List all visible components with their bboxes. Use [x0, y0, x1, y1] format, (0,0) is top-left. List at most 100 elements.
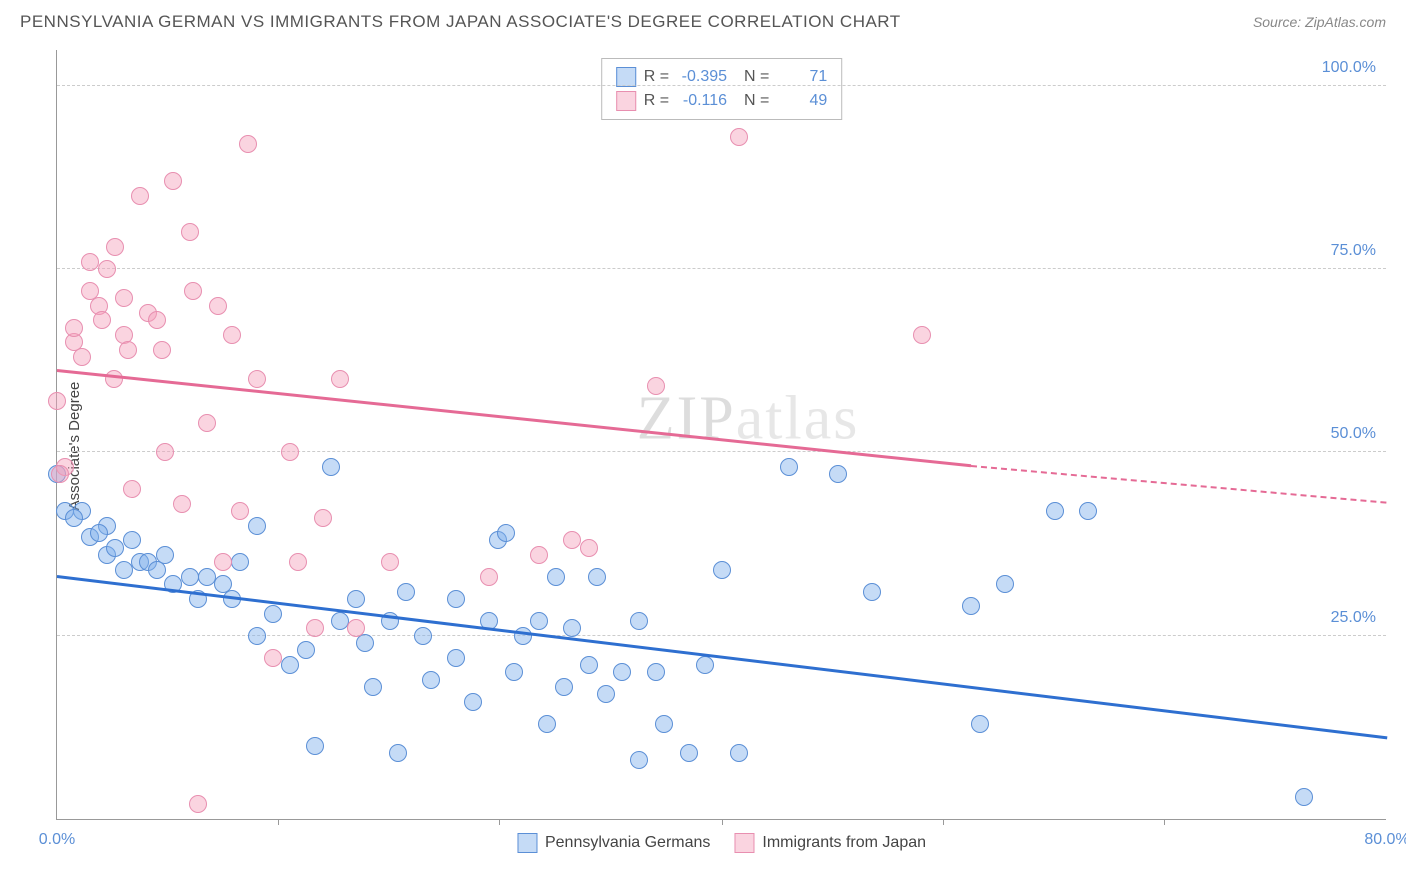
legend-item: Pennsylvania Germans [517, 833, 710, 853]
data-point [322, 458, 340, 476]
data-point [209, 297, 227, 315]
data-point [397, 583, 415, 601]
data-point [647, 377, 665, 395]
data-point [115, 561, 133, 579]
data-point [156, 443, 174, 461]
data-point [422, 671, 440, 689]
data-point [184, 282, 202, 300]
grid-line [57, 85, 1386, 86]
legend-swatch [517, 833, 537, 853]
data-point [51, 465, 69, 483]
source-label: Source: ZipAtlas.com [1253, 14, 1386, 30]
data-point [414, 627, 432, 645]
x-tick-label: 0.0% [39, 831, 75, 849]
data-point [730, 744, 748, 762]
data-point [971, 715, 989, 733]
data-point [389, 744, 407, 762]
data-point [613, 663, 631, 681]
data-point [447, 590, 465, 608]
data-point [647, 663, 665, 681]
data-point [514, 627, 532, 645]
y-tick-label: 100.0% [1322, 59, 1376, 77]
data-point [563, 531, 581, 549]
data-point [119, 341, 137, 359]
data-point [597, 685, 615, 703]
data-point [306, 737, 324, 755]
x-tick-mark [722, 819, 723, 825]
data-point [347, 619, 365, 637]
data-point [780, 458, 798, 476]
data-point [173, 495, 191, 513]
x-tick-mark [1164, 819, 1165, 825]
series-legend: Pennsylvania Germans Immigrants from Japa… [517, 833, 926, 853]
data-point [98, 260, 116, 278]
data-point [555, 678, 573, 696]
data-point [331, 612, 349, 630]
data-point [1046, 502, 1064, 520]
x-tick-mark [278, 819, 279, 825]
data-point [281, 656, 299, 674]
data-point [497, 524, 515, 542]
data-point [655, 715, 673, 733]
data-point [264, 649, 282, 667]
data-point [530, 612, 548, 630]
data-point [505, 663, 523, 681]
y-tick-label: 50.0% [1331, 425, 1376, 443]
data-point [90, 524, 108, 542]
legend-item: Immigrants from Japan [734, 833, 926, 853]
data-point [306, 619, 324, 637]
data-point [913, 326, 931, 344]
watermark: ZIPatlas [637, 384, 860, 455]
data-point [962, 597, 980, 615]
data-point [248, 517, 266, 535]
stats-legend: R = -0.395 N = 71R = -0.116 N = 49 [601, 58, 843, 120]
data-point [231, 502, 249, 520]
data-point [289, 553, 307, 571]
x-tick-mark [943, 819, 944, 825]
data-point [314, 509, 332, 527]
data-point [464, 693, 482, 711]
chart-title: PENNSYLVANIA GERMAN VS IMMIGRANTS FROM J… [20, 12, 901, 32]
data-point [189, 795, 207, 813]
data-point [65, 509, 83, 527]
data-point [93, 311, 111, 329]
data-point [331, 370, 349, 388]
legend-swatch [734, 833, 754, 853]
y-tick-label: 75.0% [1331, 242, 1376, 260]
data-point [164, 172, 182, 190]
data-point [447, 649, 465, 667]
data-point [829, 465, 847, 483]
data-point [381, 553, 399, 571]
data-point [223, 326, 241, 344]
data-point [181, 223, 199, 241]
data-point [115, 289, 133, 307]
data-point [730, 128, 748, 146]
data-point [156, 546, 174, 564]
data-point [106, 238, 124, 256]
data-point [696, 656, 714, 674]
data-point [153, 341, 171, 359]
data-point [347, 590, 365, 608]
x-tick-mark [499, 819, 500, 825]
data-point [198, 568, 216, 586]
grid-line [57, 268, 1386, 269]
data-point [248, 370, 266, 388]
data-point [105, 370, 123, 388]
data-point [713, 561, 731, 579]
data-point [181, 568, 199, 586]
data-point [248, 627, 266, 645]
data-point [580, 539, 598, 557]
data-point [148, 311, 166, 329]
stats-legend-row: R = -0.116 N = 49 [616, 89, 828, 113]
data-point [863, 583, 881, 601]
data-point [73, 348, 91, 366]
data-point [480, 568, 498, 586]
data-point [1079, 502, 1097, 520]
data-point [123, 531, 141, 549]
data-point [364, 678, 382, 696]
data-point [214, 553, 232, 571]
data-point [281, 443, 299, 461]
data-point [680, 744, 698, 762]
trend-line-dashed [971, 465, 1387, 504]
data-point [239, 135, 257, 153]
